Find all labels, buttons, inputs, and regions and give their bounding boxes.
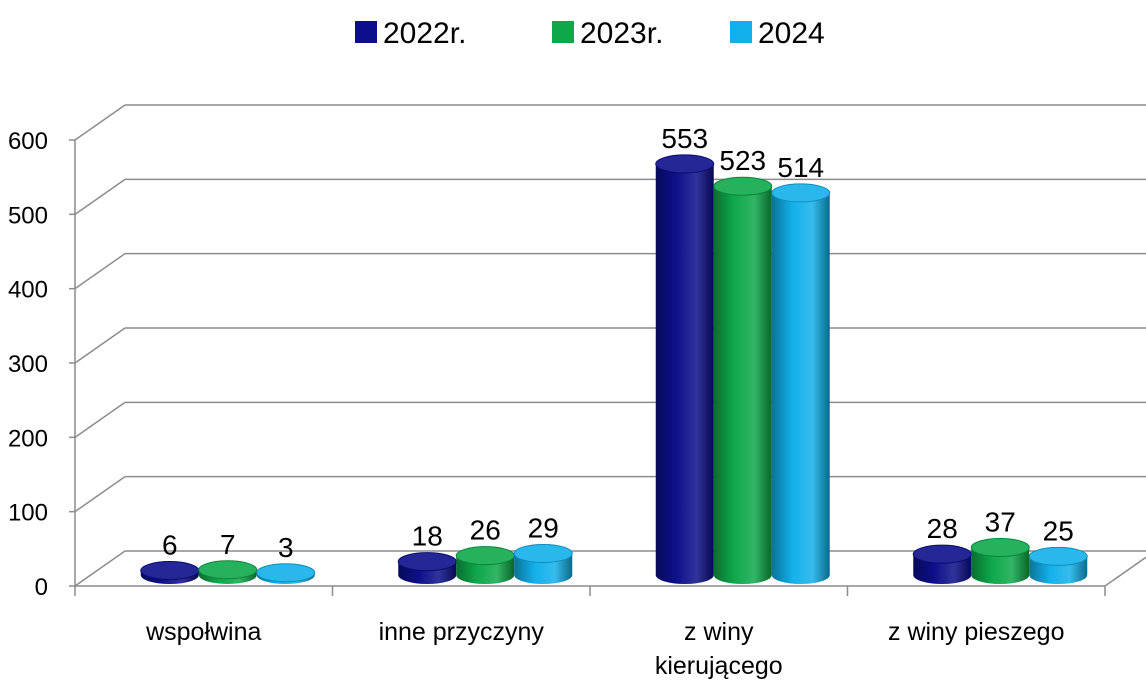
y-tick-label: 600 [8, 128, 48, 155]
x-tick-label: inne przyczyny [379, 618, 545, 646]
y-axis: 0 100 200 300 400 500 600 [8, 128, 76, 601]
legend-item: 2022r. [355, 17, 466, 50]
legend-swatch [730, 21, 752, 43]
gridline-diagonal [74, 178, 126, 215]
bar-2023r.-wspołwina [198, 560, 258, 584]
y-tick-label: 500 [8, 202, 48, 229]
y-tick-label: 200 [8, 425, 48, 452]
legend-label: 2022r. [383, 17, 466, 50]
y-tick-label: 0 [35, 574, 48, 601]
data-label: 28 [927, 513, 958, 544]
data-labels: 6 18 553 28 7 26 523 37 3 29 514 25 [162, 123, 1074, 563]
bars [140, 154, 1088, 585]
data-label: 523 [719, 145, 766, 176]
gridlines [74, 104, 1146, 587]
data-label: 37 [985, 506, 1016, 537]
y-tick-label: 300 [8, 351, 48, 378]
data-label: 29 [528, 512, 559, 543]
data-label: 6 [162, 530, 178, 561]
x-tick-label: z winy pieszego [888, 618, 1064, 646]
bar-2024-wspołwina [256, 563, 316, 584]
gridline-diagonal [74, 401, 126, 438]
data-label: 7 [220, 529, 236, 560]
data-label: 25 [1043, 515, 1074, 546]
data-label: 514 [777, 152, 824, 183]
gridline-diagonal [74, 253, 126, 290]
x-tick-label: z winy kierującego [655, 618, 783, 680]
legend-item: 2024 [730, 17, 825, 50]
legend: 2022r. 2023r. 2024 [355, 17, 825, 50]
data-label: 18 [412, 521, 443, 552]
legend-swatch [552, 21, 574, 43]
bar-2022r.-z winy kierującego [655, 154, 715, 585]
bar-2022r.-inne przyczyny [397, 552, 457, 584]
legend-swatch [355, 21, 377, 43]
bar-2022r.-wspołwina [140, 561, 200, 584]
legend-label: 2024 [758, 17, 825, 50]
bar-2024-z winy pieszego [1028, 546, 1088, 584]
bar-2022r.-z winy pieszego [912, 544, 972, 584]
gridline-diagonal [74, 476, 126, 513]
data-label: 3 [278, 532, 294, 563]
data-label: 26 [470, 515, 501, 546]
bar-2024-z winy kierującego [771, 183, 831, 584]
x-tick-label: wspołwina [145, 618, 261, 646]
x-axis: wspołwina inne przyczyny z winy kierującego… [74, 585, 1106, 680]
gridline-diagonal [74, 550, 126, 587]
bar-2023r.-inne przyczyny [455, 546, 515, 584]
y-tick-label: 100 [8, 500, 48, 527]
gridline-diagonal [74, 327, 126, 364]
bar-2024-inne przyczyny [513, 543, 573, 584]
y-tick-label: 400 [8, 277, 48, 304]
legend-item: 2023r. [552, 17, 663, 50]
bar-2023r.-z winy pieszego [970, 537, 1030, 584]
bar-2023r.-z winy kierującego [713, 176, 773, 584]
gridline-diagonal [74, 104, 126, 141]
data-label: 553 [661, 123, 708, 154]
legend-label: 2023r. [580, 17, 663, 50]
